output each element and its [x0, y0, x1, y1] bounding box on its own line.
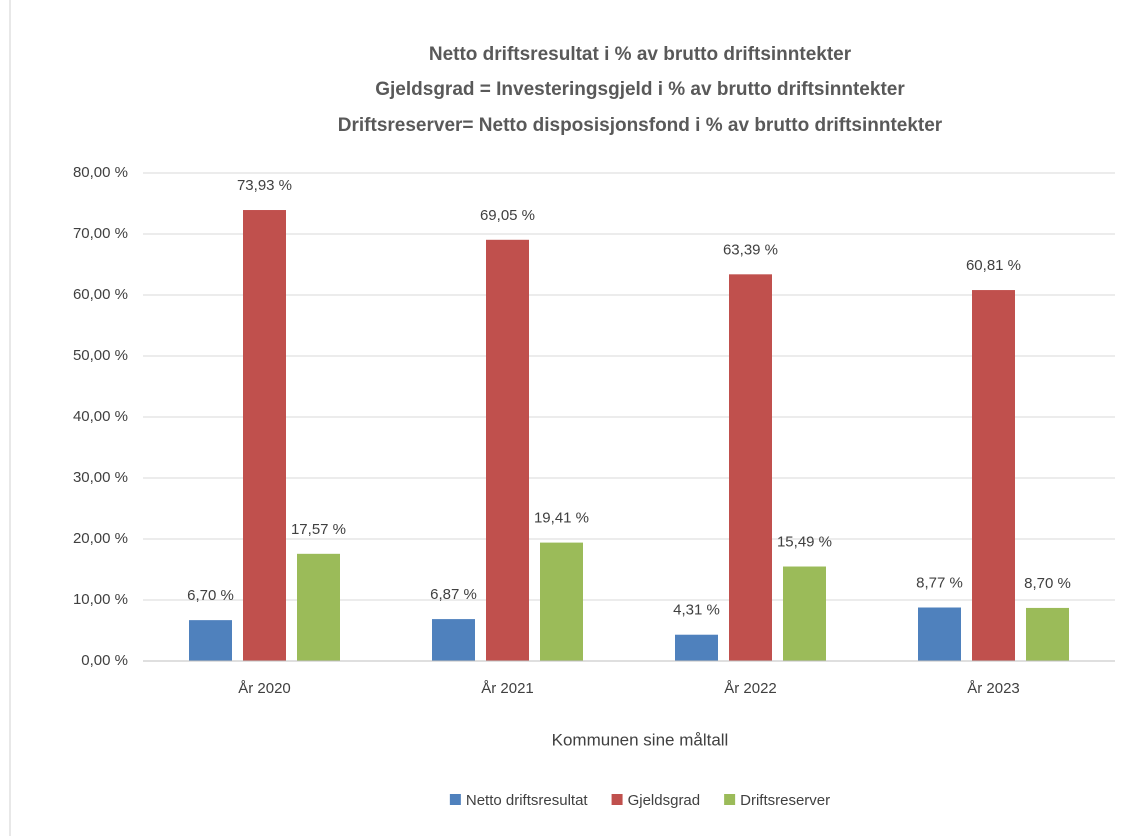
y-tick-label: 70,00 %	[73, 225, 128, 242]
y-tick-label: 80,00 %	[73, 164, 128, 181]
y-tick-label: 20,00 %	[73, 530, 128, 547]
chart-title: Driftsreserver= Netto disposisjonsfond i…	[338, 115, 943, 136]
legend-marker	[449, 794, 461, 805]
legend-label: Driftsreserver	[740, 792, 830, 809]
data-label: 6,70 %	[187, 587, 234, 604]
data-label: 73,93 %	[237, 177, 292, 194]
x-tick-label: År 2020	[238, 680, 291, 697]
x-axis-title: Kommunen sine måltall	[552, 730, 729, 749]
data-label: 69,05 %	[480, 207, 535, 224]
bar	[243, 210, 286, 662]
data-label: 8,77 %	[916, 574, 963, 591]
bar	[675, 634, 718, 661]
data-label: 15,49 %	[777, 533, 832, 550]
chart-title: Gjeldsgrad = Investeringsgjeld i % av br…	[375, 79, 905, 100]
legend-marker	[724, 794, 736, 805]
bar	[540, 542, 583, 661]
y-tick-label: 60,00 %	[73, 286, 128, 303]
data-label: 19,41 %	[534, 510, 589, 527]
bar	[972, 290, 1015, 661]
bar	[297, 553, 340, 661]
bar	[486, 239, 529, 662]
y-tick-label: 50,00 %	[73, 347, 128, 364]
data-label: 8,70 %	[1024, 575, 1071, 592]
legend-label: Gjeldsgrad	[628, 792, 701, 809]
legend-label: Netto driftsresultat	[466, 792, 589, 809]
bar	[783, 566, 826, 661]
legend-marker	[611, 794, 623, 805]
x-tick-label: År 2023	[967, 680, 1020, 697]
bar	[918, 607, 961, 661]
y-tick-label: 30,00 %	[73, 469, 128, 486]
bar	[1026, 607, 1069, 661]
data-label: 63,39 %	[723, 241, 778, 258]
x-tick-label: År 2021	[481, 680, 534, 697]
bar	[189, 620, 232, 661]
y-tick-label: 10,00 %	[73, 591, 128, 608]
bar	[729, 274, 772, 661]
y-tick-label: 40,00 %	[73, 408, 128, 425]
bar	[432, 619, 475, 661]
data-label: 6,87 %	[430, 586, 477, 603]
data-label: 17,57 %	[291, 521, 346, 538]
chart-title: Netto driftsresultat i % av brutto drift…	[429, 44, 852, 65]
data-label: 60,81 %	[966, 257, 1021, 274]
x-tick-label: År 2022	[724, 680, 777, 697]
y-tick-label: 0,00 %	[81, 652, 128, 669]
data-label: 4,31 %	[673, 602, 720, 619]
